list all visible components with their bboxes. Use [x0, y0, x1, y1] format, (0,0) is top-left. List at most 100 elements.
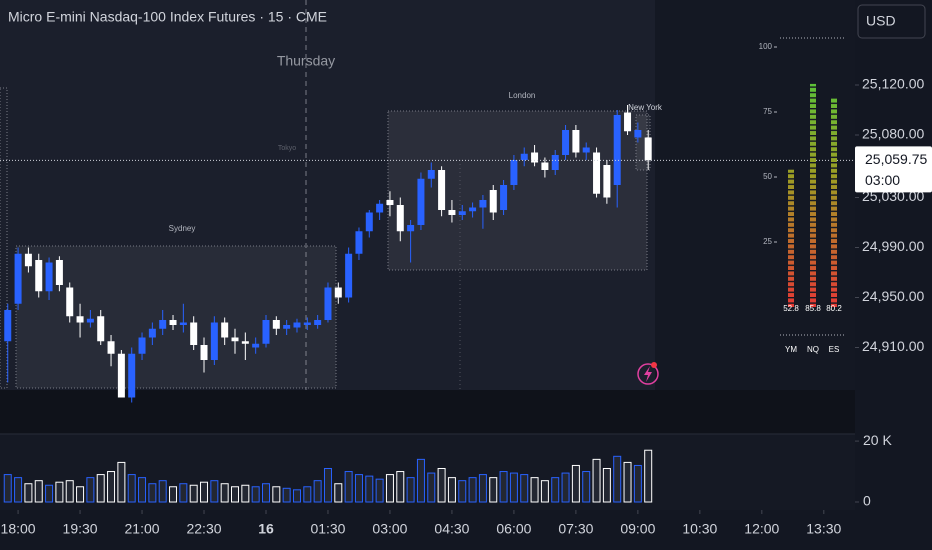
- candle-body: [66, 287, 74, 317]
- category-label: YM: [785, 345, 797, 354]
- candle-body: [624, 112, 632, 132]
- x-tick-label: 01:30: [310, 521, 345, 537]
- candle-body: [76, 316, 84, 323]
- x-tick-label: 16: [258, 521, 274, 537]
- value-label: 52.8: [783, 304, 799, 313]
- volume-bar: [241, 484, 250, 503]
- x-tick-label: 13:30: [806, 521, 841, 537]
- volume-bar: [478, 474, 487, 503]
- volume-bar: [551, 477, 560, 503]
- candle-body: [14, 253, 22, 304]
- volume-bar: [489, 477, 498, 503]
- volume-bar: [334, 483, 343, 503]
- volume-bar: [210, 480, 219, 503]
- volume-bar: [303, 486, 312, 503]
- candle-body: [45, 262, 53, 292]
- volume-bar: [520, 474, 529, 503]
- volume-bar: [313, 480, 322, 503]
- alert-icon[interactable]: [637, 363, 659, 385]
- volume-bar: [127, 474, 136, 503]
- volume-bar: [509, 472, 518, 503]
- volume-bar: [220, 483, 229, 503]
- x-tick-label: 18:00: [1, 521, 36, 537]
- candle-body: [613, 115, 621, 185]
- volume-bar: [200, 481, 209, 503]
- volume-bar: [76, 486, 85, 503]
- y-tick-label: 100: [759, 42, 773, 51]
- candle-body: [221, 322, 229, 338]
- volume-bar: [613, 455, 622, 503]
- y-tick-label: 75: [763, 107, 772, 116]
- value-label: 80.2: [826, 304, 842, 313]
- volume-bar: [354, 474, 363, 503]
- volume-bar: [344, 471, 353, 503]
- candle-body: [407, 225, 415, 232]
- x-tick-label: 03:00: [372, 521, 407, 537]
- candle-body: [138, 337, 146, 354]
- candle-body: [396, 205, 404, 232]
- session-label: New York: [628, 103, 663, 112]
- volume-bar: [189, 484, 198, 503]
- volume-bar: [530, 477, 539, 503]
- candle-body: [97, 316, 105, 342]
- candle-body: [148, 328, 156, 338]
- value-label: 85.8: [805, 304, 821, 313]
- volume-bar: [561, 472, 570, 503]
- session-label: Sydney: [169, 224, 196, 233]
- volume-bar: [406, 477, 415, 503]
- candle-body: [334, 287, 342, 298]
- candle-body: [128, 353, 136, 398]
- y-tick-label: 24,910.00: [862, 338, 924, 354]
- category-label: ES: [829, 345, 840, 354]
- volume-bar: [602, 468, 611, 503]
- volume-bar: [323, 468, 332, 503]
- candle-body: [159, 320, 167, 329]
- volume-bar: [447, 477, 456, 503]
- volume-bar: [592, 458, 601, 503]
- candle-body: [634, 130, 642, 138]
- candle-body: [593, 152, 601, 194]
- volume-bar: [138, 477, 147, 503]
- volume-bar: [65, 480, 74, 503]
- currency-button[interactable]: [857, 4, 926, 39]
- candle-body: [24, 253, 32, 267]
- volume-bar: [416, 458, 425, 503]
- candle-body: [479, 200, 487, 208]
- candle-body: [500, 185, 508, 210]
- chart-title: Micro E-mini Nasdaq-100 Index Futures · …: [8, 9, 327, 25]
- x-tick-label: 04:30: [434, 521, 469, 537]
- candle-body: [551, 155, 559, 170]
- volume-bar: [14, 477, 23, 503]
- future-area: [655, 0, 855, 390]
- volume-bar: [179, 483, 188, 503]
- x-tick-label: 12:00: [744, 521, 779, 537]
- candle-body: [35, 260, 43, 292]
- volume-bar: [582, 471, 591, 503]
- candle-body: [4, 310, 12, 342]
- price-pane: [0, 0, 655, 390]
- candle-body: [448, 210, 456, 215]
- x-tick-label: 07:30: [558, 521, 593, 537]
- candle-body: [210, 322, 218, 360]
- x-tick-label: 09:00: [620, 521, 655, 537]
- volume-bar: [117, 461, 126, 503]
- segment-gaps: [810, 83, 816, 307]
- y-tick-label: 25,080.00: [862, 126, 924, 142]
- currency-label[interactable]: USD: [866, 13, 896, 29]
- volume-bar: [3, 474, 12, 503]
- candle-body: [386, 200, 394, 205]
- y-tick-label: 50: [763, 172, 772, 181]
- session-label: London: [509, 91, 536, 100]
- candle-body: [489, 190, 497, 213]
- volume-bar: [292, 489, 301, 503]
- session-box: [15, 245, 337, 389]
- segment-gaps: [831, 98, 837, 307]
- y-tick-label: 25,120.00: [862, 76, 924, 92]
- session-box: [0, 87, 8, 389]
- candle-body: [293, 322, 301, 328]
- candle-body: [644, 137, 652, 161]
- volume-bar: [34, 480, 43, 503]
- x-tick-label: 21:00: [125, 521, 160, 537]
